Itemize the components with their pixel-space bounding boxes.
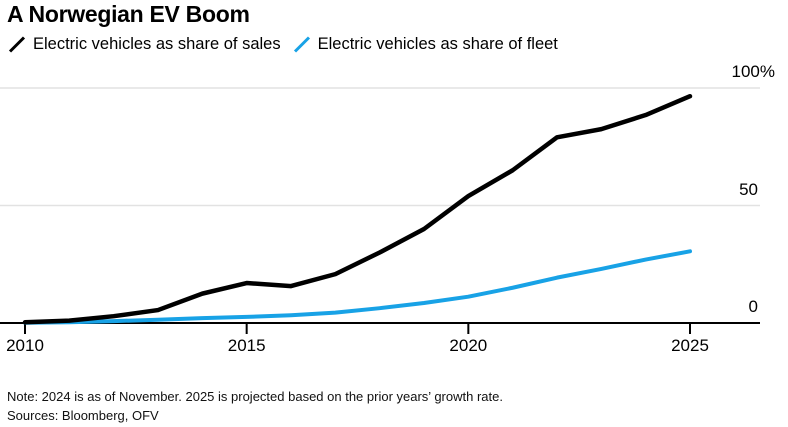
fleet-slash-icon bbox=[293, 36, 310, 53]
y-tick-label-0: 0 bbox=[748, 297, 758, 316]
y-tick-label-50: 50 bbox=[739, 179, 758, 199]
legend-label-fleet: Electric vehicles as share of fleet bbox=[317, 35, 558, 53]
chart-footer: Note: 2024 is as of November. 2025 is pr… bbox=[7, 388, 503, 425]
chart-title: A Norwegian EV Boom bbox=[7, 1, 250, 27]
footnote: Note: 2024 is as of November. 2025 is pr… bbox=[7, 389, 503, 404]
x-tick-label-2025: 2025 bbox=[671, 336, 709, 355]
sales-slash-icon bbox=[8, 36, 26, 53]
y-tick-label-100: 100% bbox=[731, 62, 775, 81]
x-tick-label-2020: 2020 bbox=[449, 336, 488, 355]
legend: Electric vehicles as share of sales Elec… bbox=[7, 35, 558, 54]
x-tick-label-2010: 2010 bbox=[6, 336, 44, 355]
legend-label-sales: Electric vehicles as share of sales bbox=[33, 35, 281, 53]
sales-line bbox=[22, 93, 693, 325]
legend-item-fleet: Electric vehicles as share of fleet bbox=[292, 35, 558, 54]
sources: Sources: Bloomberg, OFV bbox=[7, 407, 159, 423]
x-tick-label-2015: 2015 bbox=[227, 336, 266, 355]
legend-item-sales: Electric vehicles as share of sales bbox=[7, 35, 281, 54]
fleet-line bbox=[23, 249, 692, 325]
